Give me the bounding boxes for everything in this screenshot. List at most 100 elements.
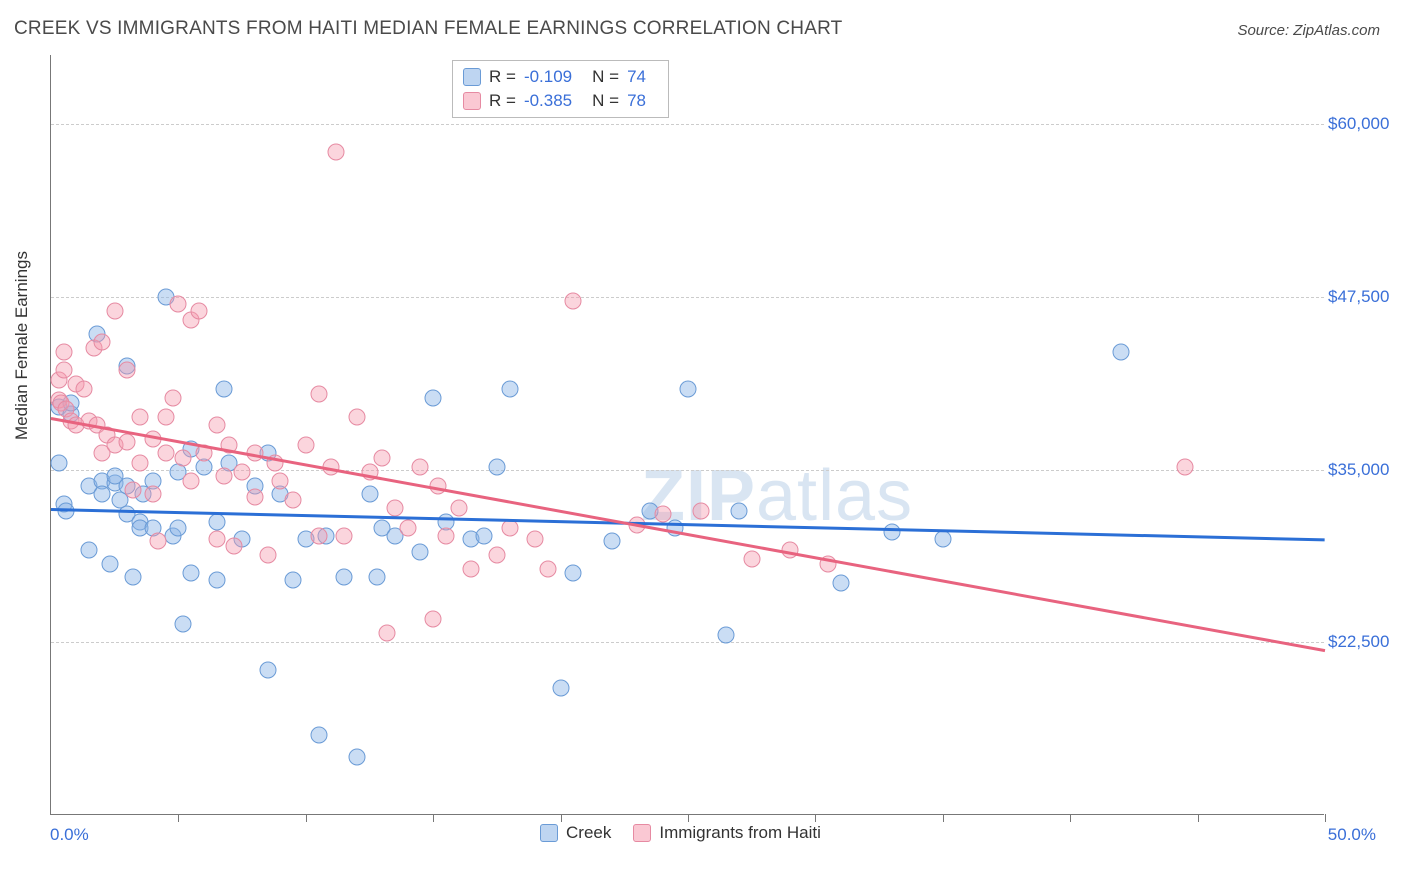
x-axis-label-max: 50.0% <box>1328 825 1376 845</box>
data-point <box>527 530 544 547</box>
data-point <box>680 381 697 398</box>
data-point <box>216 381 233 398</box>
data-point <box>501 519 518 536</box>
data-point <box>101 555 118 572</box>
data-point <box>259 547 276 564</box>
data-point <box>336 569 353 586</box>
data-point <box>183 565 200 582</box>
data-point <box>386 500 403 517</box>
data-point <box>76 381 93 398</box>
legend-series: Creek Immigrants from Haiti <box>540 823 821 843</box>
gridline <box>51 124 1324 125</box>
data-point <box>336 527 353 544</box>
x-tick <box>1198 814 1199 822</box>
data-point <box>934 530 951 547</box>
data-point <box>157 409 174 426</box>
data-point <box>832 574 849 591</box>
data-point <box>175 616 192 633</box>
y-tick-label: $47,500 <box>1328 287 1398 307</box>
data-point <box>654 505 671 522</box>
data-point <box>379 624 396 641</box>
x-tick <box>561 814 562 822</box>
data-point <box>55 344 72 361</box>
x-tick <box>433 814 434 822</box>
data-point <box>539 561 556 578</box>
x-tick <box>178 814 179 822</box>
data-point <box>297 436 314 453</box>
data-point <box>81 541 98 558</box>
chart-source: Source: ZipAtlas.com <box>1237 22 1380 39</box>
data-point <box>132 409 149 426</box>
data-point <box>310 527 327 544</box>
legend-correlation: R = -0.109 N = 74 R = -0.385 N = 78 <box>452 60 669 118</box>
data-point <box>55 362 72 379</box>
data-point <box>190 302 207 319</box>
data-point <box>183 472 200 489</box>
data-point <box>488 458 505 475</box>
y-axis-label: Median Female Earnings <box>12 251 32 440</box>
data-point <box>119 433 136 450</box>
data-point <box>246 489 263 506</box>
data-point <box>150 533 167 550</box>
data-point <box>565 565 582 582</box>
data-point <box>425 389 442 406</box>
data-point <box>718 627 735 644</box>
data-point <box>883 523 900 540</box>
data-point <box>272 472 289 489</box>
legend-row-creek: R = -0.109 N = 74 <box>463 65 658 89</box>
swatch-haiti <box>463 92 481 110</box>
data-point <box>144 486 161 503</box>
data-point <box>226 537 243 554</box>
data-point <box>361 486 378 503</box>
data-point <box>106 302 123 319</box>
data-point <box>425 610 442 627</box>
data-point <box>437 527 454 544</box>
data-point <box>285 491 302 508</box>
data-point <box>348 748 365 765</box>
gridline <box>51 642 1324 643</box>
data-point <box>50 454 67 471</box>
data-point <box>208 417 225 434</box>
data-point <box>124 569 141 586</box>
data-point <box>730 503 747 520</box>
data-point <box>170 295 187 312</box>
x-tick <box>815 814 816 822</box>
x-axis-label-min: 0.0% <box>50 825 89 845</box>
x-tick <box>688 814 689 822</box>
y-tick-label: $35,000 <box>1328 460 1398 480</box>
data-point <box>412 544 429 561</box>
swatch-creek <box>463 68 481 86</box>
data-point <box>603 533 620 550</box>
data-point <box>132 454 149 471</box>
data-point <box>124 482 141 499</box>
data-point <box>234 464 251 481</box>
data-point <box>208 572 225 589</box>
data-point <box>399 519 416 536</box>
data-point <box>170 519 187 536</box>
y-tick-label: $22,500 <box>1328 632 1398 652</box>
data-point <box>348 409 365 426</box>
data-point <box>1113 344 1130 361</box>
gridline <box>51 297 1324 298</box>
data-point <box>501 381 518 398</box>
x-tick <box>943 814 944 822</box>
data-point <box>565 292 582 309</box>
x-tick <box>306 814 307 822</box>
data-point <box>285 572 302 589</box>
data-point <box>552 679 569 696</box>
data-point <box>119 362 136 379</box>
legend-row-haiti: R = -0.385 N = 78 <box>463 89 658 113</box>
plot-area: ZIPatlas $22,500$35,000$47,500$60,000 <box>50 55 1324 815</box>
chart-title: CREEK VS IMMIGRANTS FROM HAITI MEDIAN FE… <box>14 18 842 40</box>
data-point <box>157 444 174 461</box>
data-point <box>216 468 233 485</box>
chart-container: CREEK VS IMMIGRANTS FROM HAITI MEDIAN FE… <box>0 0 1406 892</box>
data-point <box>165 389 182 406</box>
data-point <box>374 450 391 467</box>
data-point <box>488 547 505 564</box>
data-point <box>175 450 192 467</box>
swatch-creek-icon <box>540 824 558 842</box>
data-point <box>259 661 276 678</box>
data-point <box>450 500 467 517</box>
data-point <box>476 527 493 544</box>
